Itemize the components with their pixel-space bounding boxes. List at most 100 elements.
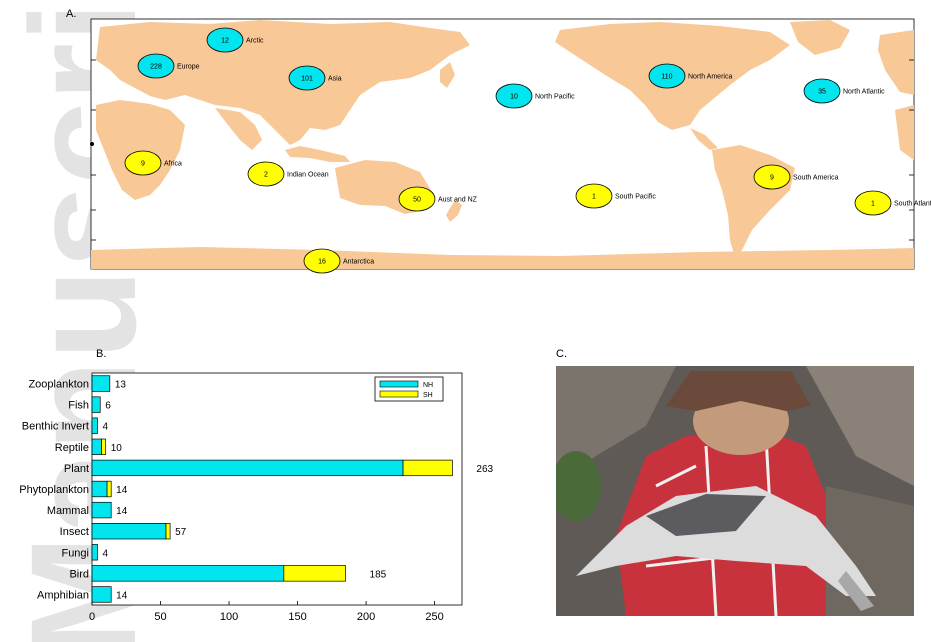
- x-tick-label: 200: [357, 611, 375, 623]
- photo-rock-right: [806, 366, 914, 486]
- x-tick-label: 0: [89, 611, 95, 623]
- region-marker-south-america: 9 South America: [753, 164, 839, 190]
- region-bubble: [648, 63, 686, 89]
- bar-nh: [91, 375, 111, 392]
- category-label: Plant: [64, 463, 89, 475]
- x-tick-label: 150: [288, 611, 306, 623]
- region-bubble: [247, 161, 285, 187]
- photo-moss: [556, 451, 601, 521]
- region-marker-arctic: 12 Arctic: [206, 27, 264, 53]
- bar-total-label: 4: [102, 548, 108, 559]
- category-label: Zooplankton: [28, 379, 89, 391]
- region-marker-south-atlantic: 1 South Atlantic: [854, 190, 931, 216]
- bar-sh: [106, 480, 112, 498]
- photo-bird-wing: [646, 494, 766, 536]
- region-bubble: [398, 186, 436, 212]
- landmass-antarctica: [91, 247, 914, 269]
- bar-nh: [91, 586, 112, 603]
- bar-nh: [91, 459, 404, 477]
- bar-sh: [165, 523, 171, 540]
- category-label: Bird: [69, 568, 89, 580]
- bar-total-label: 14: [116, 590, 128, 601]
- region-name: North America: [688, 74, 732, 81]
- region-bubble: [575, 183, 613, 209]
- legend-swatch: [379, 380, 419, 388]
- region-count: 9: [141, 161, 145, 168]
- region-bubble: [124, 150, 162, 176]
- landmass-indonesia: [285, 146, 350, 162]
- bar-total-label: 4: [102, 422, 108, 433]
- region-count: 110: [661, 74, 672, 81]
- bar-nh: [91, 501, 112, 519]
- region-bubble: [753, 164, 791, 190]
- bar-nh: [91, 565, 285, 582]
- bar-nh: [91, 438, 102, 455]
- bar-total-label: 14: [116, 506, 128, 517]
- region-name: South Pacific: [615, 194, 656, 201]
- landmass-west-africa-edge: [895, 105, 914, 160]
- category-label: Benthic Invert: [22, 421, 89, 433]
- region-bubble: [495, 83, 533, 109]
- bar-total-label: 10: [111, 443, 123, 454]
- region-marker-north-pacific: 10 North Pacific: [495, 83, 575, 109]
- land-masses: [91, 20, 914, 269]
- region-name: Europe: [177, 64, 200, 71]
- region-bubble: [288, 65, 326, 91]
- bar-sh: [402, 459, 453, 477]
- bar-nh: [91, 396, 101, 413]
- legend-swatch: [379, 390, 419, 398]
- region-count: 1: [592, 194, 596, 201]
- bar-total-label: 13: [115, 380, 127, 391]
- legend-label: NH: [423, 382, 433, 389]
- field-photo: [556, 366, 914, 616]
- map-origin-marker: [90, 142, 94, 146]
- region-name: Antarctica: [343, 259, 374, 266]
- region-count: 9: [770, 175, 774, 182]
- region-name: Indian Ocean: [287, 172, 329, 179]
- region-count: 12: [221, 38, 229, 45]
- region-marker-europe: 228 Europe: [137, 53, 200, 79]
- region-marker-indian-ocean: 2 Indian Ocean: [247, 161, 329, 187]
- landmass-central-america: [690, 128, 718, 150]
- photo-illustration: [556, 366, 914, 616]
- region-count: 50: [413, 197, 421, 204]
- landmass-africa: [96, 100, 185, 200]
- region-name: North Pacific: [535, 94, 575, 101]
- panel-label-a: A.: [66, 8, 77, 20]
- bar-total-label: 185: [370, 569, 387, 580]
- region-marker-aust-and-nz: 50 Aust and NZ: [398, 186, 478, 212]
- species-bar-chart: Zooplankton 13 Fish 6 Benthic Invert 4 Reptile…: [19, 372, 494, 623]
- photo-bird-beak: [838, 571, 874, 611]
- region-name: Arctic: [246, 38, 264, 45]
- category-label: Insect: [60, 526, 89, 538]
- region-name: Africa: [164, 161, 182, 168]
- bar-total-label: 57: [175, 527, 187, 538]
- landmass-eurasia: [96, 20, 470, 145]
- region-bubble: [303, 248, 341, 274]
- landmass-greenland: [790, 20, 850, 55]
- category-label: Fish: [68, 400, 89, 412]
- landmass-new-zealand: [446, 200, 462, 222]
- region-bubble: [137, 53, 175, 79]
- region-name: South America: [793, 175, 839, 182]
- panel-label-c: C.: [556, 348, 567, 360]
- bar-nh: [91, 480, 108, 498]
- bar-nh: [91, 544, 98, 561]
- panel-label-b: B.: [96, 348, 107, 360]
- region-name: Aust and NZ: [438, 197, 478, 204]
- region-count: 228: [150, 64, 162, 71]
- bar-nh: [91, 417, 98, 434]
- region-count: 101: [301, 76, 313, 83]
- bar-total-label: 14: [116, 485, 128, 496]
- region-marker-north-atlantic: 35 North Atlantic: [803, 78, 885, 104]
- region-marker-asia: 101 Asia: [288, 65, 342, 91]
- landmass-europe-east: [878, 30, 914, 95]
- bar-total-label: 263: [476, 464, 493, 475]
- region-count: 2: [264, 172, 268, 179]
- bar-sh: [101, 438, 107, 455]
- region-count: 1: [871, 201, 875, 208]
- chart-legend: NH SH: [374, 376, 444, 402]
- region-name: South Atlantic: [894, 201, 931, 208]
- region-count: 16: [318, 259, 326, 266]
